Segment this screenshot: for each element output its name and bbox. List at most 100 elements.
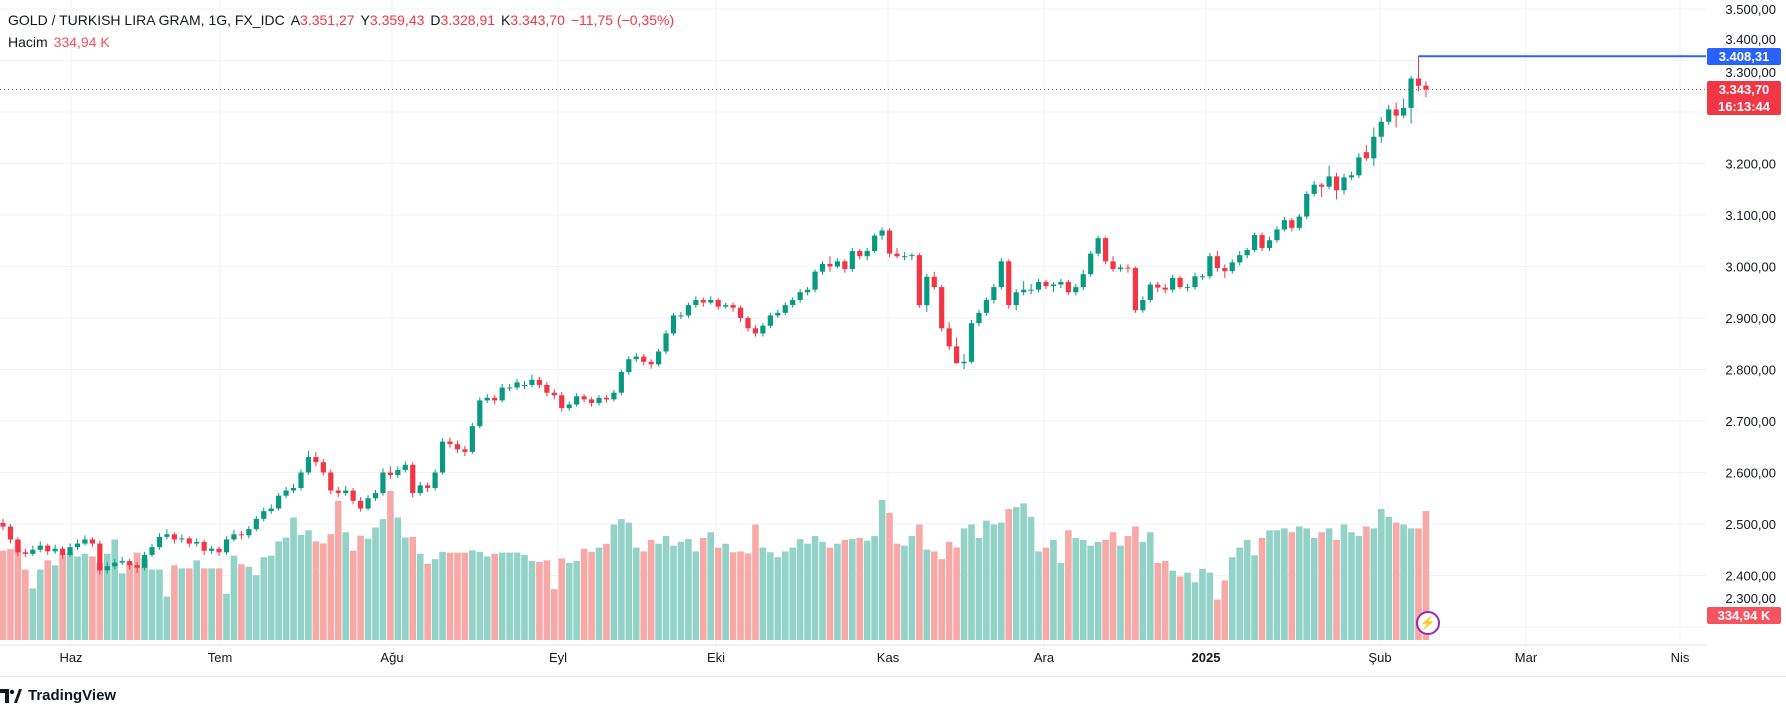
candle-body xyxy=(380,472,386,494)
symbol-title[interactable]: GOLD / TURKISH LIRA GRAM, 1G, FX_IDC xyxy=(8,12,285,28)
candle-body xyxy=(1371,136,1377,159)
volume-bar xyxy=(1266,530,1273,640)
volume-bar xyxy=(804,543,811,640)
volume-bar xyxy=(357,535,364,640)
x-tick-label: Eki xyxy=(707,650,725,665)
volume-bar xyxy=(454,552,461,640)
candle-body xyxy=(618,372,624,393)
volume-bar xyxy=(960,528,968,640)
candle-body xyxy=(1363,152,1369,159)
candle-body xyxy=(1184,287,1191,289)
volume-bar xyxy=(446,552,454,640)
volume-bar xyxy=(491,553,498,640)
lightning-icon[interactable]: ⚡ xyxy=(1416,611,1440,635)
candle-body xyxy=(104,566,110,571)
volume-bar xyxy=(1176,576,1184,640)
candle-body xyxy=(60,548,66,555)
volume-label[interactable]: Hacim xyxy=(8,34,48,50)
volume-bar xyxy=(476,551,484,640)
volume-bar xyxy=(737,551,744,640)
candle-body xyxy=(536,379,542,385)
candle-body xyxy=(45,545,51,552)
price-chart[interactable]: 3.500,00 3.400,00 3.300,00 3.200,00 3.100,00… xyxy=(0,0,1786,676)
volume-bar xyxy=(826,547,834,640)
candle-body xyxy=(298,472,304,488)
y-tick-label: 2.900,00 xyxy=(1725,311,1776,326)
candle-body xyxy=(611,392,617,400)
candle-body xyxy=(462,449,468,452)
candle-body xyxy=(752,328,759,334)
volume-bar xyxy=(245,566,253,640)
candle-body xyxy=(1408,78,1414,108)
volume-bar xyxy=(588,551,595,640)
volume-bar xyxy=(275,541,282,640)
candle-body xyxy=(119,561,125,563)
volume-bar xyxy=(260,557,268,640)
candle-body xyxy=(983,299,989,313)
candle-body xyxy=(894,253,900,257)
volume-bar xyxy=(1363,526,1370,640)
volume-bar xyxy=(431,559,439,640)
candle-body xyxy=(1237,255,1243,263)
volume-bar xyxy=(893,543,901,640)
volume-bar xyxy=(118,573,126,640)
brand-name: TradingView xyxy=(28,687,117,704)
volume-bar xyxy=(1355,536,1363,640)
volume-bar xyxy=(81,553,89,640)
volume-bar xyxy=(1288,532,1296,640)
candle-body xyxy=(678,315,684,317)
volume-bar xyxy=(1117,545,1124,640)
candle-body xyxy=(7,526,14,540)
candle-body xyxy=(954,346,960,364)
candle-body xyxy=(454,444,461,450)
candle-body xyxy=(447,441,453,445)
volume-bar xyxy=(729,552,737,640)
candle-body xyxy=(1244,250,1250,256)
volume-bar xyxy=(424,563,431,640)
volume-bar xyxy=(856,537,864,640)
volume-bar xyxy=(953,547,960,640)
volume-bar xyxy=(916,524,923,640)
volume-bar xyxy=(595,547,603,640)
volume-bar xyxy=(1236,547,1243,640)
candle-body xyxy=(1333,176,1340,191)
candle-body xyxy=(715,299,721,307)
tradingview-logo[interactable]: TradingView xyxy=(0,687,116,704)
volume-bar xyxy=(1042,547,1050,640)
volume-bar xyxy=(1348,532,1355,640)
volume-bar xyxy=(223,593,230,640)
y-tick-label: 3.100,00 xyxy=(1725,208,1776,223)
volume-bar xyxy=(1109,532,1117,640)
candle-body xyxy=(1170,277,1176,290)
candle-body xyxy=(1378,121,1384,137)
candle-body xyxy=(1147,284,1153,300)
volume-bar xyxy=(670,545,677,640)
volume-bar xyxy=(1012,507,1020,640)
volume-bar xyxy=(618,519,625,640)
bottom-bar: TradingView xyxy=(0,676,1786,713)
volume-bar xyxy=(163,596,171,640)
candle-body xyxy=(968,323,975,362)
candle-body xyxy=(976,312,982,324)
volume-bar xyxy=(975,537,983,640)
candle-body xyxy=(886,230,893,254)
candle-body xyxy=(328,472,334,491)
volume-bar xyxy=(461,552,469,640)
candle-body xyxy=(1095,238,1101,254)
candle-body xyxy=(864,251,870,257)
candle-body xyxy=(22,552,28,554)
x-tick-label: Kas xyxy=(877,650,900,665)
y-tick-label: 3.200,00 xyxy=(1725,157,1776,172)
volume-bar xyxy=(998,522,1005,640)
volume-bar xyxy=(551,589,558,640)
candle-body xyxy=(924,276,930,306)
candle-body xyxy=(730,305,736,308)
volume-tag: 334,94 K xyxy=(1707,607,1781,624)
volume-bar xyxy=(59,553,66,640)
volume-bar xyxy=(89,556,96,640)
candle-body xyxy=(89,539,95,544)
volume-bar xyxy=(372,527,379,640)
candle-body xyxy=(909,255,915,257)
candle-body xyxy=(827,263,833,267)
candle-body xyxy=(514,382,520,388)
